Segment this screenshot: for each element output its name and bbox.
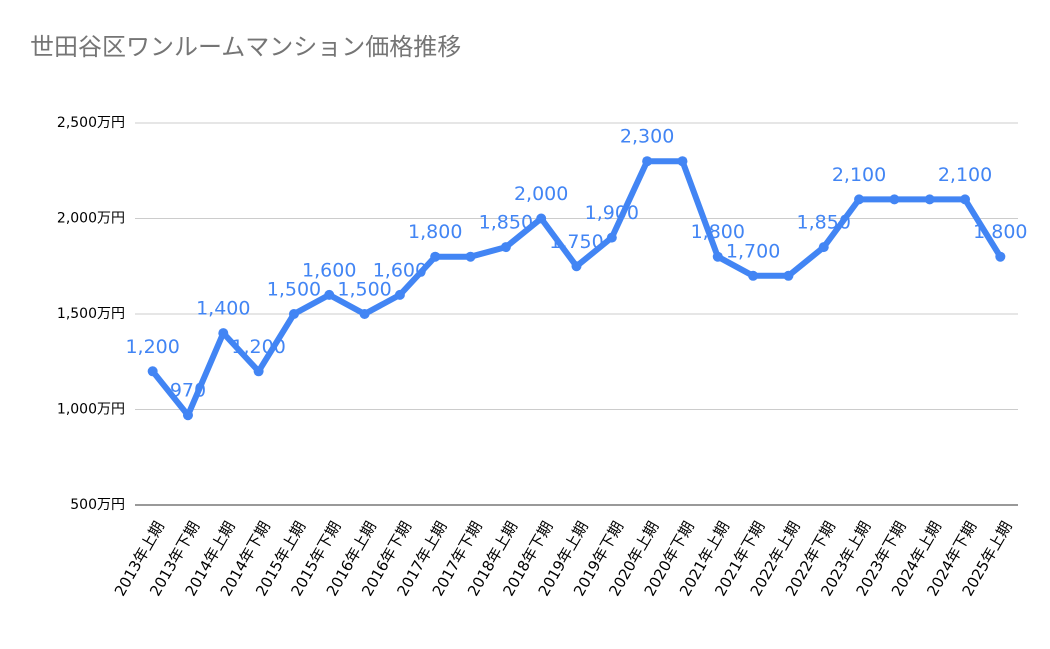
data-point	[359, 309, 370, 319]
data-point	[783, 270, 794, 281]
data-label: 1,500	[337, 279, 391, 301]
data-label: 1,800	[408, 221, 462, 243]
data-label: 1,500	[267, 279, 321, 301]
data-point	[182, 410, 193, 421]
data-point	[854, 194, 865, 205]
data-label: 1,400	[196, 298, 250, 320]
data-point	[748, 270, 759, 281]
data-label: 2,000	[514, 183, 568, 205]
data-label: 1,750	[549, 231, 603, 253]
data-point	[712, 251, 723, 262]
data-label: 2,100	[832, 164, 886, 186]
data-point	[606, 232, 617, 243]
data-label: 1,900	[585, 202, 639, 224]
data-point	[536, 213, 547, 224]
y-tick-label: 500万円	[70, 497, 125, 513]
data-label: 1,800	[691, 221, 745, 243]
data-point	[218, 328, 229, 339]
data-label: 2,100	[938, 164, 992, 186]
data-label: 2,300	[620, 126, 674, 148]
data-label: 1,600	[302, 259, 356, 281]
y-tick-label: 1,000万円	[57, 402, 125, 418]
data-label: 1,850	[479, 212, 533, 234]
data-label: 1,600	[373, 259, 427, 281]
data-point	[500, 242, 511, 253]
data-label: 1,800	[973, 221, 1027, 243]
data-label: 1,700	[726, 240, 780, 262]
y-tick-label: 2,500万円	[57, 115, 125, 131]
data-point	[677, 156, 688, 167]
data-point	[995, 251, 1006, 262]
data-point	[818, 242, 829, 253]
data-label: 1,850	[797, 212, 851, 234]
y-tick-label: 2,000万円	[57, 211, 125, 227]
data-point	[430, 251, 441, 262]
data-label: 1,200	[231, 336, 285, 358]
data-point	[960, 194, 971, 205]
data-point	[147, 366, 158, 377]
chart-title: 世田谷区ワンルームマンション価格推移	[30, 33, 461, 61]
data-point	[924, 194, 935, 205]
data-point	[394, 289, 405, 300]
data-point	[642, 156, 653, 167]
data-point	[324, 289, 335, 300]
data-label: 970	[170, 380, 206, 402]
data-point	[571, 261, 582, 272]
data-point	[465, 251, 476, 262]
data-point	[253, 366, 264, 377]
y-tick-label: 1,500万円	[57, 306, 125, 322]
data-label: 1,200	[125, 336, 179, 358]
data-point	[288, 309, 299, 319]
data-point	[889, 194, 900, 205]
